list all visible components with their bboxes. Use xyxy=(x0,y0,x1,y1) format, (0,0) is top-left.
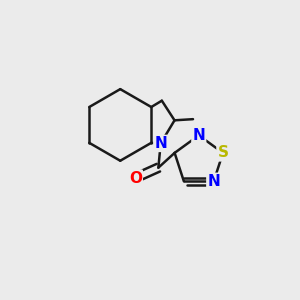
Text: O: O xyxy=(129,171,142,186)
Text: S: S xyxy=(218,146,229,160)
Text: N: N xyxy=(192,128,205,143)
Text: N: N xyxy=(207,174,220,189)
Text: N: N xyxy=(154,136,167,151)
